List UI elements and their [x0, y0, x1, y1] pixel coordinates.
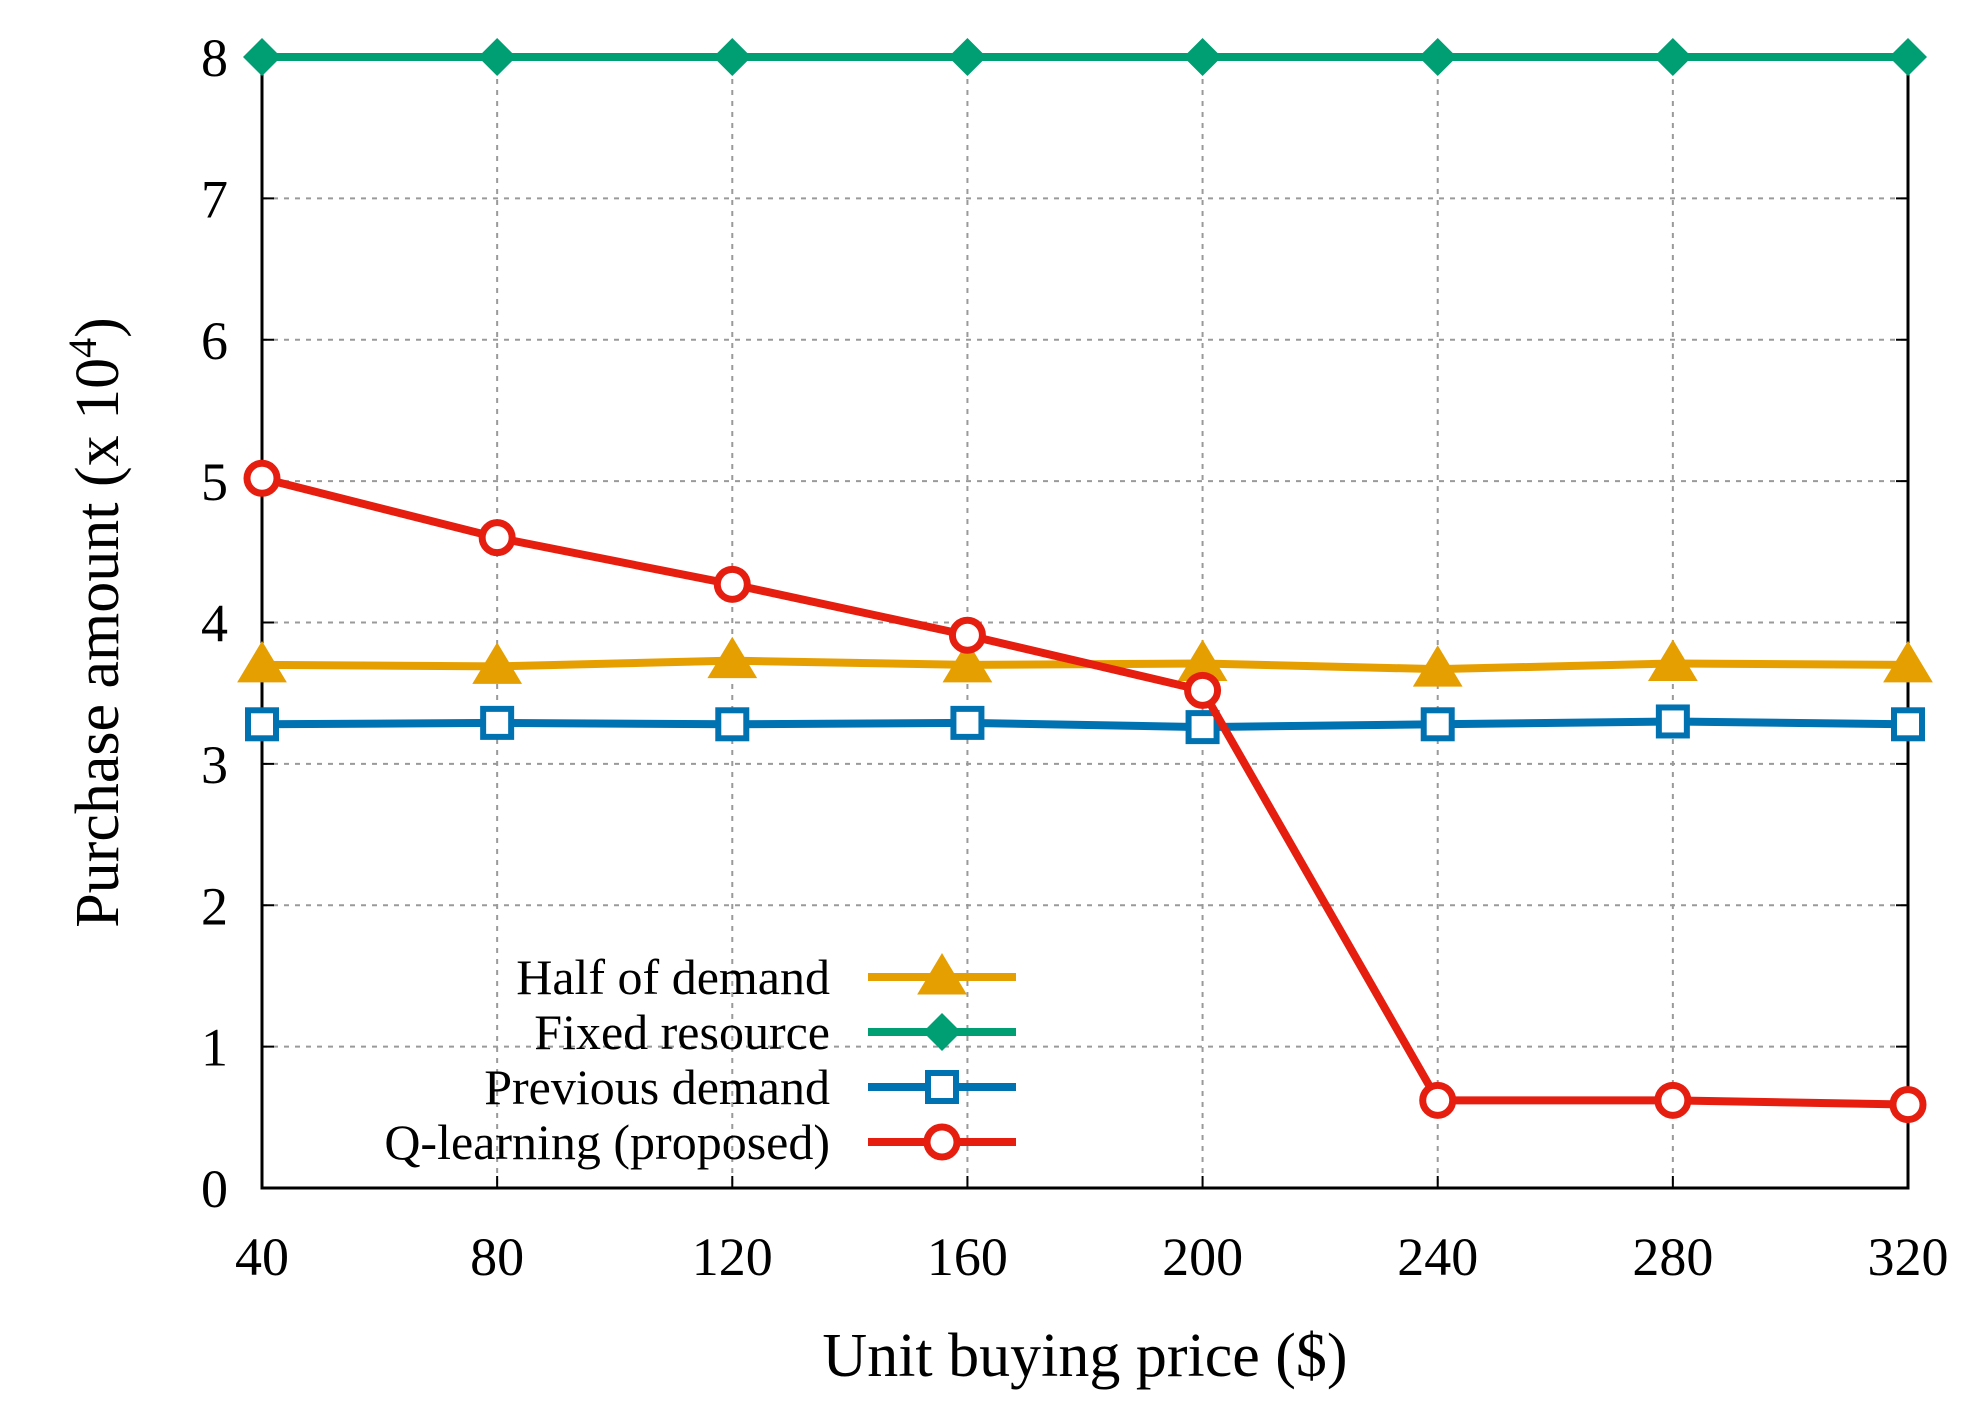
series-diamond	[243, 38, 1927, 76]
legend-marker-square	[925, 1070, 959, 1104]
data-point-circle	[948, 616, 986, 654]
y-tick-label: 7	[201, 169, 228, 229]
data-point-circle	[1889, 1086, 1927, 1124]
x-tick-label: 240	[1397, 1227, 1478, 1287]
series-lines	[237, 38, 1933, 1124]
x-tick-label: 160	[927, 1227, 1008, 1287]
data-point-circle	[478, 519, 516, 557]
data-point-triangle	[237, 640, 287, 683]
legend-entry: Q-learning (proposed)	[384, 1114, 1016, 1170]
legend-entry: Previous demand	[484, 1059, 1016, 1115]
data-point-square	[1655, 704, 1690, 739]
legend-marker-triangle	[917, 953, 967, 995]
y-tick-label: 3	[201, 735, 228, 795]
x-axis-title: Unit buying price ($)	[822, 1322, 1347, 1390]
x-tick-label: 200	[1162, 1227, 1243, 1287]
data-point-circle	[1654, 1081, 1692, 1119]
y-tick-label: 5	[201, 452, 228, 512]
data-point-triangle	[1412, 645, 1463, 687]
data-point-square	[1420, 707, 1455, 742]
data-point-square	[1891, 707, 1925, 742]
data-point-diamond	[478, 38, 517, 76]
data-point-triangle	[1883, 640, 1933, 683]
data-point-diamond	[243, 38, 281, 76]
x-axis-tick-labels: 40 80 120 160 200 240 280 320	[235, 1227, 1949, 1287]
data-point-square	[1185, 710, 1220, 745]
y-axis-title-suffix: )	[64, 317, 132, 338]
data-point-diamond	[1418, 38, 1457, 76]
data-point-circle	[713, 565, 751, 603]
series-line	[261, 474, 1909, 1109]
series-square	[245, 704, 1925, 745]
data-point-triangle	[707, 636, 758, 679]
data-point-square	[715, 707, 750, 742]
y-axis-title-exponent: 4	[60, 338, 105, 358]
data-point-triangle	[472, 642, 523, 684]
y-tick-label: 2	[201, 876, 228, 936]
y-tick-label: 0	[201, 1159, 228, 1219]
data-point-triangle	[942, 640, 993, 683]
legend-label: Q-learning (proposed)	[384, 1114, 830, 1170]
data-point-square	[950, 705, 985, 740]
x-tick-label: 40	[235, 1227, 289, 1287]
y-axis-title-main: Purchase amount (x 10	[64, 358, 132, 928]
data-point-square	[245, 707, 279, 742]
series-circle	[243, 459, 1927, 1124]
data-point-diamond	[1183, 38, 1222, 76]
grid	[262, 57, 1908, 1188]
data-point-diamond	[1653, 38, 1692, 76]
y-tick-label: 4	[201, 594, 228, 654]
x-tick-label: 80	[470, 1227, 524, 1287]
data-point-circle	[1184, 671, 1222, 709]
data-point-circle	[243, 459, 281, 497]
y-axis-title: Purchase amount (x 104)	[60, 317, 133, 928]
legend-label: Fixed resource	[534, 1004, 830, 1060]
y-tick-label: 1	[201, 1018, 228, 1078]
legend-label: Previous demand	[484, 1059, 830, 1115]
series-line	[261, 717, 1909, 732]
legend-marker-diamond	[923, 1013, 961, 1051]
data-point-diamond	[713, 38, 752, 76]
data-point-square	[480, 705, 515, 740]
legend-marker-circle	[923, 1123, 961, 1161]
y-tick-label: 8	[201, 28, 228, 88]
x-tick-label: 120	[692, 1227, 773, 1287]
data-point-circle	[1419, 1081, 1457, 1119]
y-axis-tick-labels: 0 1 2 3 4 5 6 7 8	[201, 28, 228, 1219]
legend-entry: Half of demand	[516, 949, 1016, 1005]
data-point-diamond	[1889, 38, 1927, 76]
legend-entry: Fixed resource	[534, 1004, 1016, 1060]
x-tick-label: 280	[1632, 1227, 1713, 1287]
data-point-triangle	[1647, 639, 1698, 681]
y-tick-label: 6	[201, 311, 228, 371]
legend-label: Half of demand	[516, 949, 830, 1005]
x-tick-label: 320	[1868, 1227, 1949, 1287]
data-point-diamond	[948, 38, 987, 76]
